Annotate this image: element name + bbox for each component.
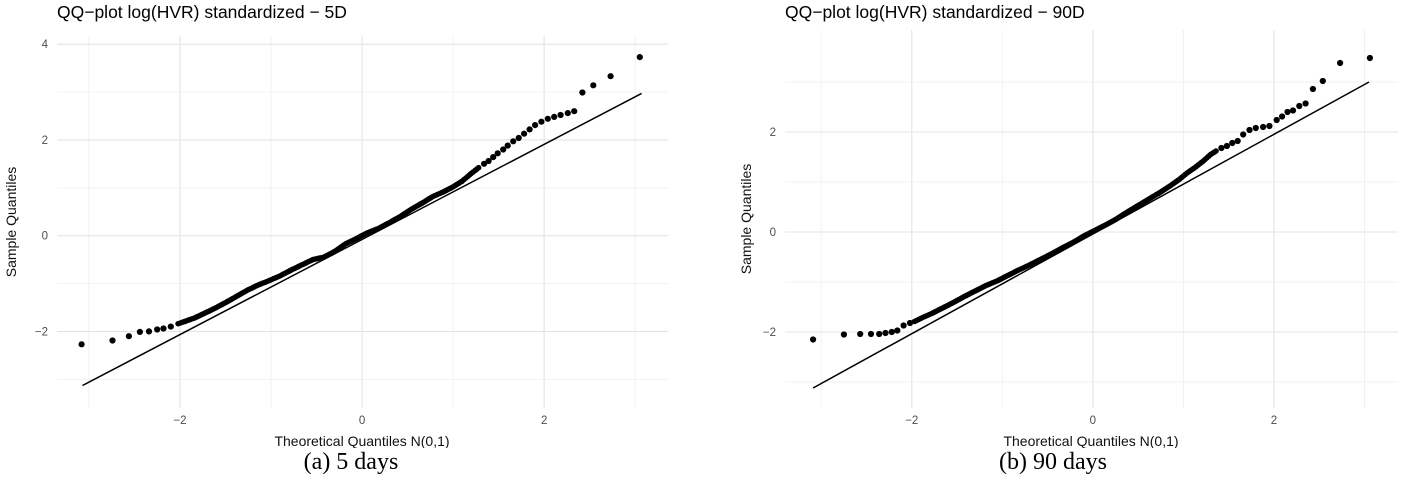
data-point <box>1223 142 1230 150</box>
data-point <box>145 328 153 335</box>
data-point <box>485 157 492 165</box>
data-point <box>1366 54 1373 62</box>
data-point <box>1309 85 1316 93</box>
data-point <box>515 134 522 142</box>
data-point <box>1234 137 1241 145</box>
x-tick-label: 2 <box>541 415 547 427</box>
data-point <box>894 327 901 334</box>
x-axis-title-90d: Theoretical Quantiles N(0,1) <box>1003 433 1178 448</box>
data-point <box>532 122 539 129</box>
plot-title-90d: QQ−plot log(HVR) standardized − 90D <box>785 2 1085 22</box>
data-point <box>504 142 511 149</box>
data-point <box>607 73 614 80</box>
y-axis-title-90d: Sample Quantiles <box>738 164 754 275</box>
data-point <box>900 322 907 329</box>
data-point <box>876 330 883 338</box>
data-point <box>490 154 497 161</box>
data-point <box>167 323 174 330</box>
data-point <box>857 330 864 338</box>
qq-plot-5d: −2 0 2 4 2 0 −2 QQ−plot log(HVR) standardized … <box>3 2 668 448</box>
data-point <box>78 341 85 348</box>
data-point <box>1240 131 1247 138</box>
data-point <box>882 329 889 337</box>
y-tick-label: −2 <box>35 326 48 338</box>
data-point <box>1296 102 1303 110</box>
data-point <box>1302 100 1309 107</box>
data-point <box>840 331 847 338</box>
data-point <box>154 326 161 333</box>
y-tick-label: 0 <box>42 231 48 243</box>
data-point <box>521 130 528 137</box>
y-tick-label: 2 <box>770 127 776 139</box>
data-point <box>1229 139 1236 147</box>
data-point <box>590 82 597 89</box>
data-point <box>1284 108 1291 116</box>
data-point <box>538 118 545 125</box>
data-point <box>160 325 167 332</box>
data-point <box>1289 107 1297 114</box>
data-point <box>136 328 143 335</box>
data-point <box>551 113 558 120</box>
x-tick-label: 0 <box>1090 415 1096 427</box>
figure-caption-a: (a) 5 days <box>303 449 399 475</box>
x-tick-label: −2 <box>173 415 186 427</box>
data-point <box>494 150 501 157</box>
data-point <box>481 160 488 167</box>
data-point <box>888 328 895 336</box>
data-point <box>1260 123 1267 131</box>
data-point <box>906 319 914 327</box>
qq-plot-90d: −2 0 2 2 0 −2 QQ−plot log(HVR) standardized −… <box>738 2 1398 448</box>
x-tick-label: 0 <box>359 415 365 427</box>
data-point <box>475 164 482 171</box>
y-tick-label: −2 <box>763 327 776 339</box>
data-point <box>1266 122 1273 130</box>
data-point <box>1319 77 1326 85</box>
y-axis-title-5d: Sample Quantiles <box>3 167 19 278</box>
qq-figure-5d: −2 0 2 4 2 0 −2 QQ−plot log(HVR) standardized … <box>3 2 668 475</box>
y-tick-label: 0 <box>770 227 776 239</box>
data-point <box>636 54 643 61</box>
data-point <box>867 330 875 338</box>
y-tick-label: 4 <box>42 39 49 51</box>
qq-figure-90d: −2 0 2 2 0 −2 QQ−plot log(HVR) standardized −… <box>702 0 1404 495</box>
data-point <box>564 110 571 117</box>
plot-layer-90d: −2 0 2 2 0 −2 <box>763 30 1398 427</box>
data-point <box>579 89 586 96</box>
plot-layer-5d: −2 0 2 4 2 0 −2 <box>35 36 668 427</box>
data-point <box>1213 148 1219 154</box>
data-point <box>557 111 564 119</box>
data-point <box>1246 126 1253 134</box>
data-point <box>1252 124 1259 132</box>
x-axis-title-5d: Theoretical Quantiles N(0,1) <box>274 433 449 448</box>
data-point <box>510 138 517 145</box>
data-point <box>544 115 551 122</box>
data-point <box>1337 59 1344 67</box>
plot-title-5d: QQ−plot log(HVR) standardized − 5D <box>57 2 347 22</box>
data-point <box>1273 116 1280 124</box>
data-point <box>810 336 817 343</box>
qq-reference-line <box>82 92 642 387</box>
data-point <box>526 126 533 133</box>
data-point <box>571 108 578 115</box>
data-point <box>109 337 116 344</box>
data-point <box>1279 113 1286 120</box>
figure-caption-b: (b) 90 days <box>999 449 1107 475</box>
y-tick-label: 2 <box>42 135 48 147</box>
data-point <box>125 333 132 340</box>
data-point <box>1218 144 1225 152</box>
data-point <box>500 146 507 153</box>
x-tick-label: −2 <box>905 415 918 427</box>
x-tick-label: 2 <box>1271 415 1277 427</box>
